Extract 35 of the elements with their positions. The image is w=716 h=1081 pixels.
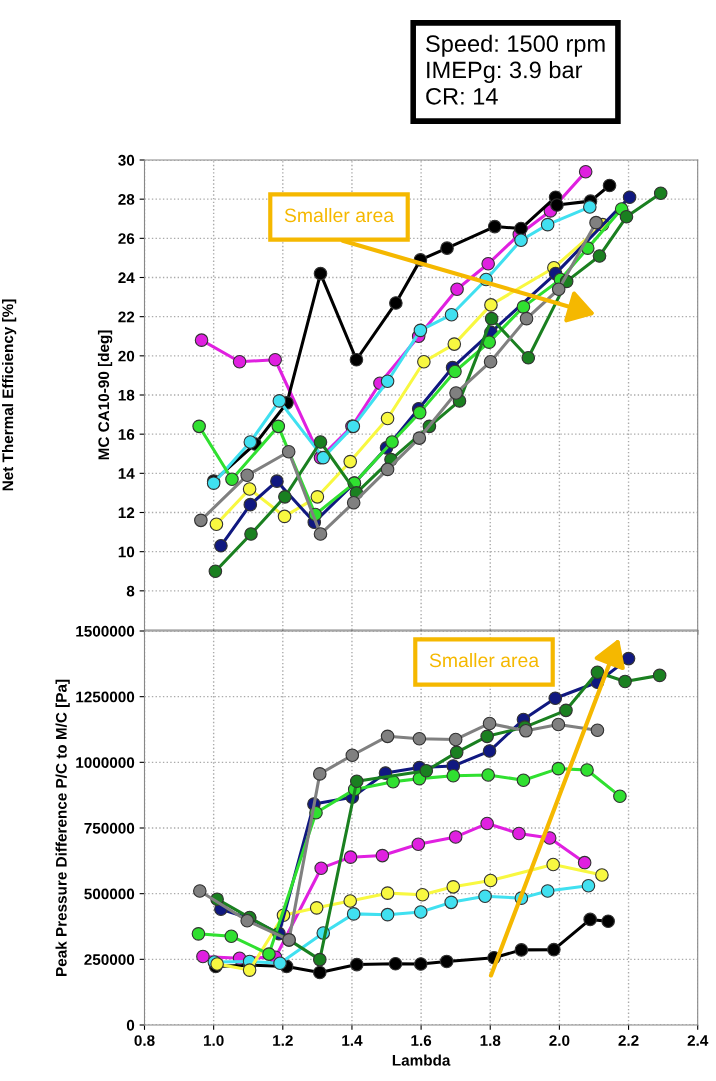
y-tick-label: 16 <box>118 429 135 440</box>
y-tick-label: 0 <box>126 1019 135 1031</box>
y-tick-label: 10 <box>118 546 135 558</box>
y-axis-title: MC CA10-90 [deg] <box>97 330 113 460</box>
y-axis-title: Peak Pressure Difference P/C to M/C [Pa] <box>55 679 70 976</box>
y-tick-label: 500000 <box>84 888 135 900</box>
y-tick-label: 20 <box>118 350 135 362</box>
x-tick-label: 2.0 <box>549 1035 570 1046</box>
y-tick-label: 12 <box>118 507 135 519</box>
x-tick-label: 1.0 <box>203 1035 224 1046</box>
y-tick-label: 30 <box>118 154 135 166</box>
y-tick-label: 750000 <box>84 822 135 834</box>
y-tick-label: 28 <box>118 194 135 205</box>
y-tick-label: 18 <box>118 389 135 401</box>
x-tick-label: 2.4 <box>687 1035 709 1046</box>
y-tick-label: 1500000 <box>76 625 135 637</box>
y-tick-label: 24 <box>118 272 135 284</box>
y-tick-label: 250000 <box>84 954 135 966</box>
x-tick-label: 1.6 <box>411 1035 432 1046</box>
x-axis-title: Lambda <box>392 1054 451 1066</box>
x-tick-label: 1.8 <box>480 1035 501 1046</box>
x-tick-label: 1.4 <box>342 1035 363 1046</box>
y-tick-label: 8 <box>126 585 135 597</box>
text: Speed: 1500 rpm IMEPg: 3.9 bar CR: 14 <box>426 34 605 105</box>
x-tick-label: 1.2 <box>273 1035 293 1046</box>
y-tick-label: 26 <box>118 233 135 245</box>
annotation: Smaller area <box>429 652 540 668</box>
annotation: Smaller area <box>284 207 395 223</box>
x-tick-label: 0.8 <box>134 1035 155 1046</box>
y-tick-label: 14 <box>118 468 135 479</box>
text: Net Thermal Efficiency [%] <box>2 299 17 491</box>
y-tick-label: 22 <box>118 311 135 323</box>
x-tick-label: 2.2 <box>618 1035 639 1046</box>
y-tick-label: 1250000 <box>76 691 135 703</box>
y-tick-label: 1000000 <box>76 757 135 769</box>
